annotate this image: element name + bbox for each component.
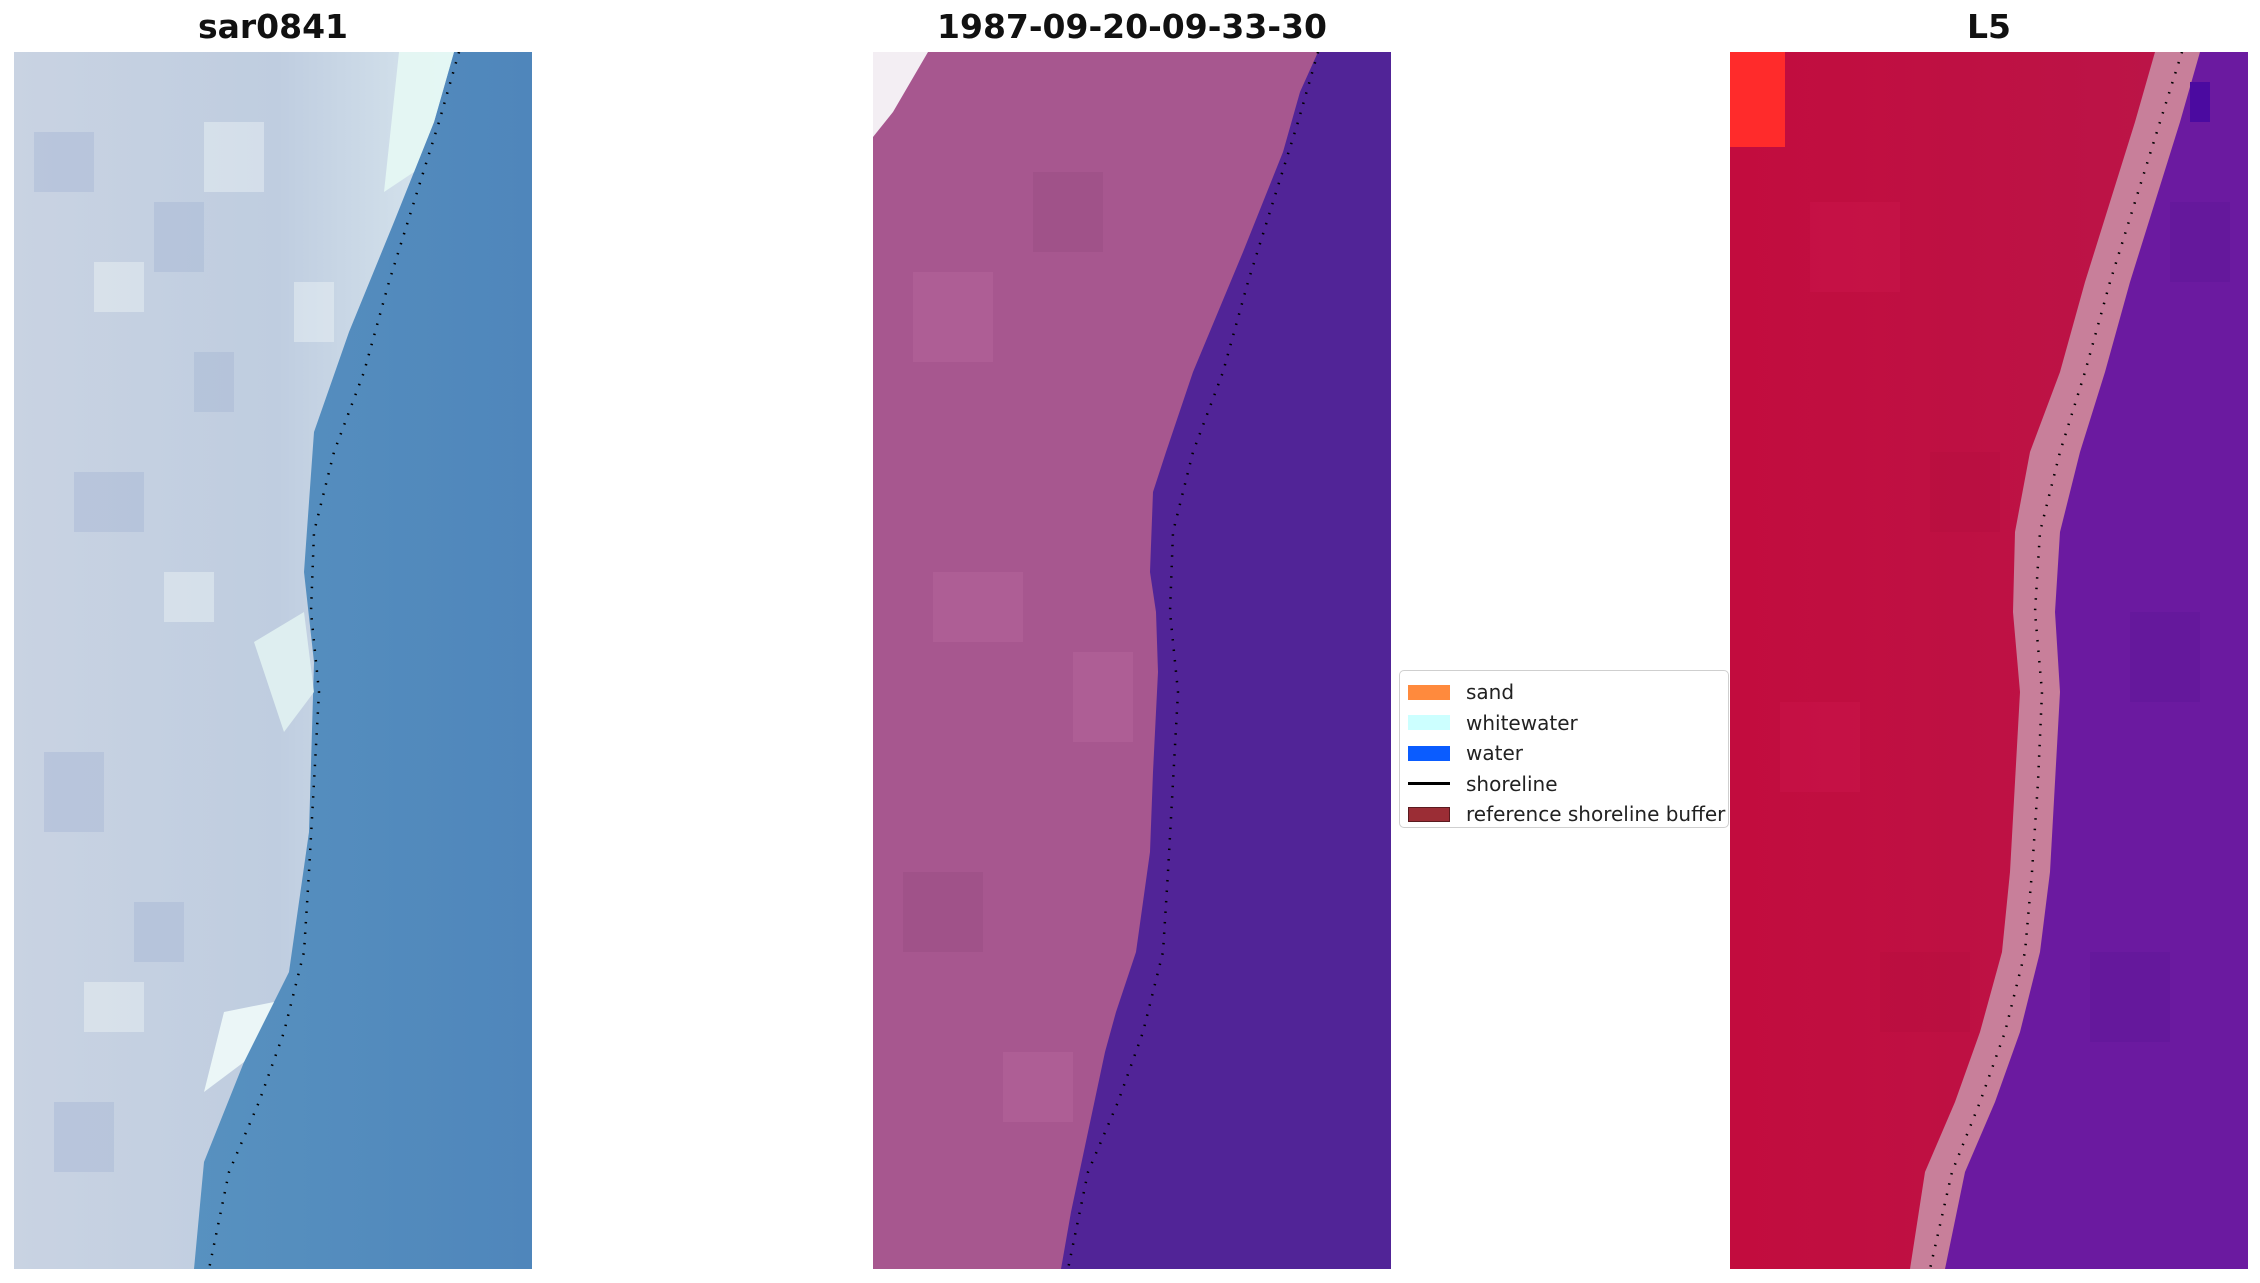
rgb-image-panel: [14, 52, 532, 1269]
legend-item-water: water: [1408, 738, 1728, 769]
sand-swatch: [1408, 684, 1450, 700]
legend-label-shoreline: shoreline: [1466, 771, 1558, 796]
legend-label-whitewater: whitewater: [1466, 710, 1578, 735]
nir-image-panel: [1730, 52, 2248, 1269]
panel-title-nir: L5: [1967, 7, 2011, 46]
legend-label-water: water: [1466, 741, 1523, 766]
legend-label-sand: sand: [1466, 680, 1515, 705]
panel-title-classified: 1987-09-20-09-33-30: [937, 7, 1327, 46]
legend-item-shoreline: shoreline: [1408, 769, 1728, 800]
classified-image: [873, 52, 1391, 1269]
reference-buffer-swatch: [1408, 806, 1450, 822]
legend-item-whitewater: whitewater: [1408, 708, 1728, 739]
nir-buffer-band: [1905, 52, 2200, 1269]
legend-item-reference-buffer: reference shoreline buffer: [1408, 799, 1728, 830]
whitewater-swatch: [1408, 715, 1450, 731]
legend-label-reference-buffer: reference shoreline buffer: [1466, 802, 1726, 827]
rgb-land-region: [14, 52, 454, 1269]
panel-title-rgb: sar0841: [197, 7, 349, 46]
water-swatch: [1408, 745, 1450, 761]
classified-land-region: [873, 52, 1318, 1269]
legend: sand whitewater water shoreline referenc…: [1399, 670, 1729, 828]
nir-land-region: [1730, 52, 2155, 1269]
nir-image: [1730, 52, 2248, 1269]
legend-item-sand: sand: [1408, 677, 1728, 708]
classified-image-panel: [873, 52, 1391, 1269]
rgb-image: [14, 52, 532, 1269]
shoreline-line-swatch: [1408, 782, 1450, 786]
